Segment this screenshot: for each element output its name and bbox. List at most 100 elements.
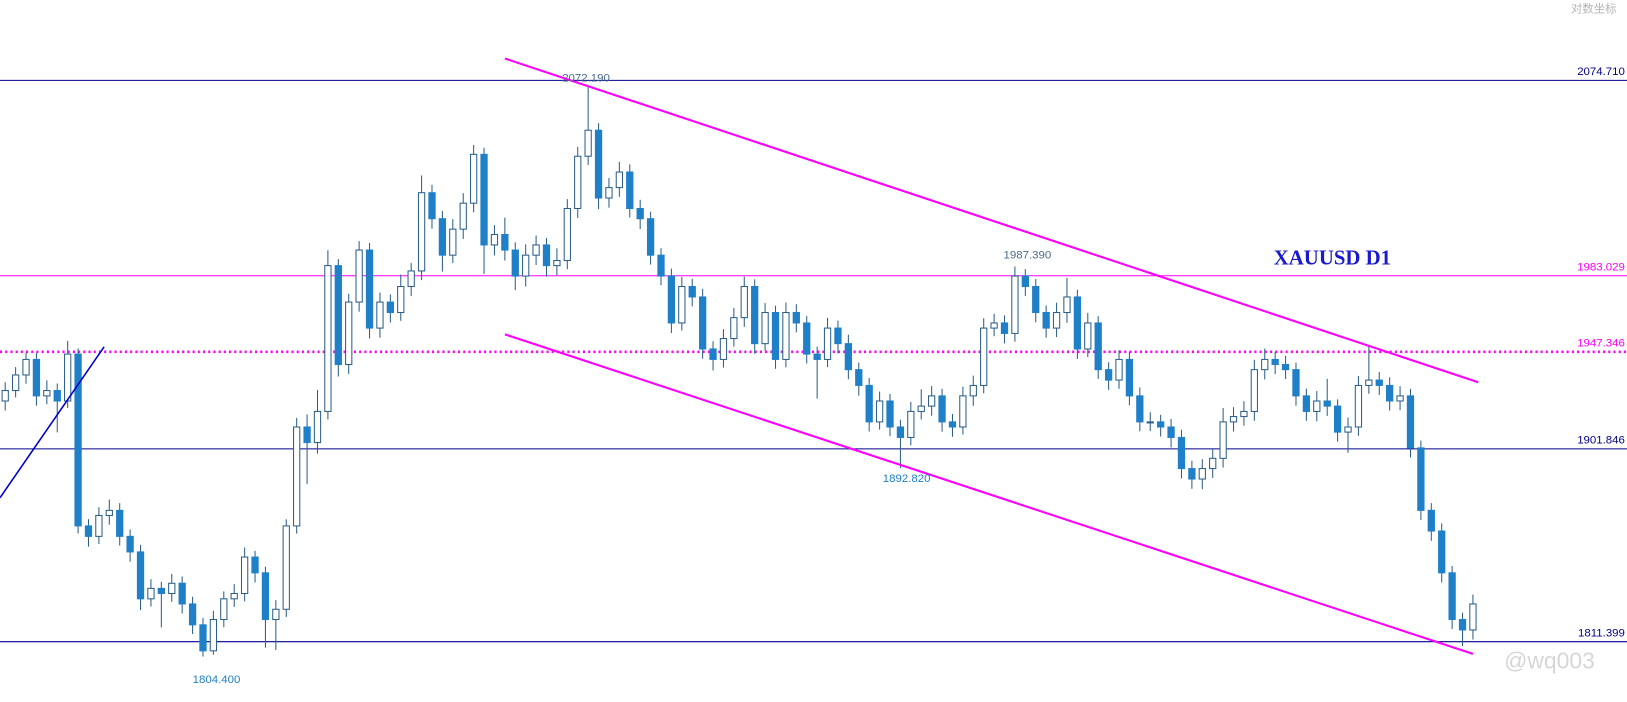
candle-body (313, 410, 322, 444)
candle-body (501, 233, 509, 251)
candle-body (1146, 421, 1154, 424)
candle-body (1261, 358, 1269, 371)
candle-body (886, 400, 894, 428)
candle-body (584, 129, 592, 157)
candle-body (240, 556, 249, 595)
candle-body (230, 592, 238, 600)
chart-title: XAUUSD D1 (1274, 246, 1391, 270)
candle-body (1365, 379, 1373, 386)
candle-body (407, 270, 415, 288)
candle-body (1125, 358, 1134, 397)
candle-body (1240, 410, 1248, 418)
candle-body (1209, 457, 1217, 470)
candle-body (365, 249, 374, 329)
candle-body (1198, 468, 1206, 480)
candle-body (397, 285, 405, 314)
candle-body (938, 395, 946, 423)
candle-body (792, 311, 800, 324)
candle-body (646, 218, 655, 256)
candle-body (1417, 447, 1425, 511)
candle-body (251, 556, 259, 574)
candle-body (209, 618, 218, 652)
candle-body (261, 572, 270, 621)
candle-body (730, 317, 738, 340)
candle-body (990, 322, 998, 329)
candle-body (688, 285, 696, 298)
candle-body (1104, 369, 1113, 381)
candle-body (511, 249, 519, 277)
candle-body (355, 249, 363, 303)
candle-body (532, 244, 540, 256)
candle-body (522, 254, 530, 277)
candle-body (709, 348, 717, 360)
candle-body (563, 207, 571, 262)
candle-body (1323, 400, 1331, 407)
candle-body (105, 509, 113, 516)
candle-body (1188, 468, 1196, 480)
candle-body (469, 153, 478, 204)
candle-body (855, 369, 863, 386)
watermark: @wq003 (1504, 647, 1595, 673)
candle-body (1063, 296, 1071, 314)
candle-body (459, 202, 467, 230)
candle-body (272, 608, 280, 621)
candle-body (199, 624, 207, 652)
candle-body (188, 603, 197, 626)
candle-body (1157, 421, 1165, 428)
candle-body (1302, 395, 1311, 412)
candle-body (813, 353, 821, 360)
candle-body (605, 187, 613, 199)
price-annotation: 2072.190 (562, 72, 610, 84)
candle-body (1177, 436, 1186, 470)
candle-body (95, 514, 103, 537)
candle-body (761, 311, 769, 345)
candle-body (969, 384, 977, 397)
candle-body (376, 301, 384, 329)
candle-body (168, 582, 176, 595)
candle-body (1333, 405, 1342, 433)
candle-body (1052, 311, 1061, 329)
candle-body (907, 410, 915, 438)
candle-body (1032, 285, 1040, 314)
candle-body (417, 192, 426, 272)
price-annotation: 1987.390 (1004, 249, 1052, 261)
candle-body (1281, 364, 1290, 371)
candle-body (1271, 358, 1279, 366)
candle-body (803, 322, 811, 355)
candle-body (324, 265, 332, 412)
level-label: 1811.399 (1578, 627, 1625, 639)
candle-body (53, 390, 61, 402)
candle-body (678, 285, 686, 324)
level-label: 2074.710 (1577, 66, 1625, 78)
level-label: 1901.846 (1577, 435, 1625, 447)
candle-body (1448, 572, 1456, 621)
candle-body (1229, 416, 1238, 423)
candle-body (615, 171, 624, 189)
candle-body (1073, 296, 1082, 350)
candle-body (1167, 426, 1175, 438)
candle-body (1386, 384, 1394, 402)
candle-body (698, 296, 707, 350)
candle-body (875, 400, 884, 423)
candle-body (771, 311, 780, 360)
candle-body (823, 327, 832, 360)
candle-body (178, 582, 186, 605)
candle-body (303, 426, 311, 444)
candles (1, 85, 1477, 657)
candle-body (1000, 322, 1009, 334)
candle-body (136, 551, 145, 600)
candle-body (84, 525, 93, 537)
channel-upper (504, 57, 1479, 384)
candle-body (386, 301, 394, 314)
candle-body (636, 207, 644, 220)
candle-body (490, 233, 499, 246)
candle-body (948, 421, 957, 428)
candle-body (1438, 530, 1446, 574)
candle-body (1, 390, 9, 402)
candle-body (1375, 379, 1383, 386)
candle-body (1292, 369, 1300, 397)
candle-body (428, 192, 436, 220)
candle-body (1458, 618, 1467, 631)
candle-body (334, 265, 342, 366)
